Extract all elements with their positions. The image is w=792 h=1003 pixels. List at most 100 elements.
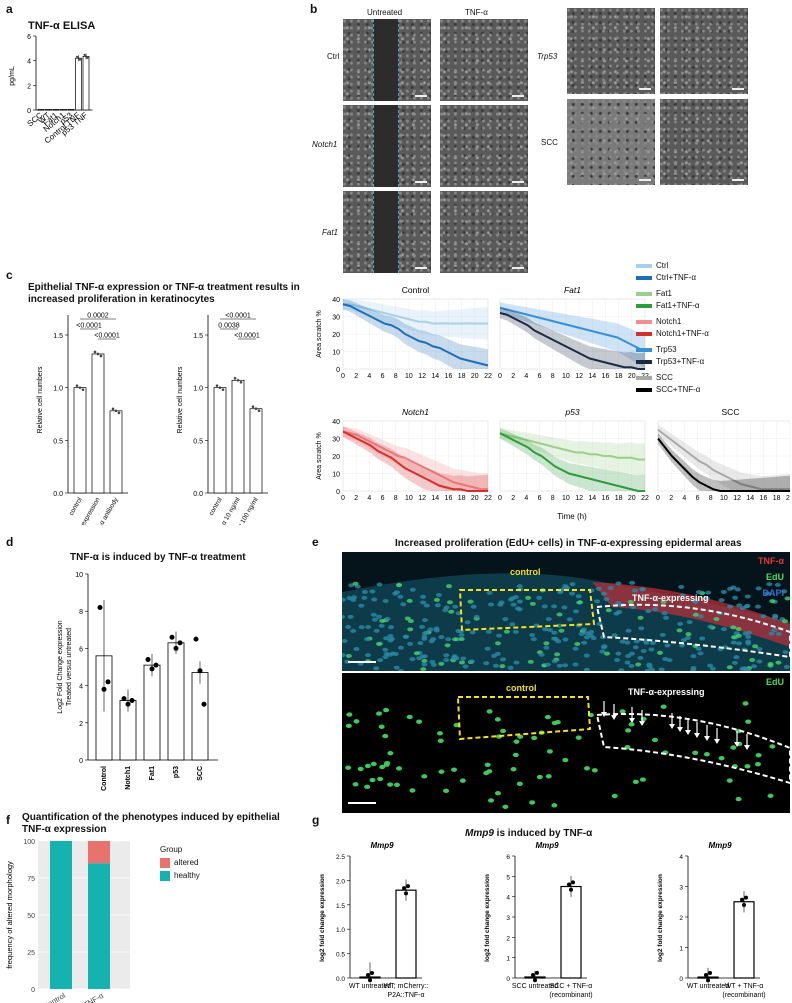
e-nucleus — [443, 657, 450, 662]
scratch-legend: Ctrl Ctrl+TNF-α Fat1 Fat1+TNF-α Notch1 Notch1… — [636, 260, 709, 396]
e-nucleus — [445, 637, 452, 642]
c-bar — [231, 379, 245, 494]
scratch-xtick-label: 2 — [354, 373, 358, 380]
e-edu-cell — [382, 733, 389, 739]
d-point — [97, 604, 103, 610]
e-nucleus — [529, 601, 536, 606]
d-chart: 0 2 4 6 8 10 Log2 Fold Change expression Treate… — [57, 572, 218, 791]
g-point — [567, 882, 571, 887]
c-pvalue: <0.0001 — [76, 323, 102, 330]
e-nucleus — [392, 651, 399, 656]
g-ytick-label: 0.0 — [336, 976, 345, 983]
e-nucleus — [601, 644, 608, 649]
scratch-ytick-label: 30 — [332, 315, 340, 322]
e-nucleus — [421, 634, 428, 639]
e-nucleus — [677, 621, 684, 626]
e-nucleus — [423, 603, 430, 608]
c-point — [215, 384, 219, 387]
scratch-xtick-label: 12 — [418, 373, 426, 380]
e-nucleus — [699, 636, 706, 641]
g-ytick-label: 1.5 — [336, 903, 345, 910]
g-ytick-label: 2 — [679, 915, 683, 922]
c-ylabel: Relative cell numbers — [177, 366, 184, 433]
e-nucleus — [393, 665, 400, 670]
scratch-ytick-label: 10 — [332, 350, 340, 357]
e-nucleus — [768, 631, 775, 636]
scratch-xtick-label: 22 — [484, 495, 492, 502]
f-legend-swatch-healthy — [160, 871, 170, 881]
e-edu-cell — [387, 782, 394, 787]
e-edu-cell — [353, 719, 360, 724]
b-row-notch1: Notch1 — [312, 140, 338, 149]
e-nucleus — [575, 594, 582, 599]
scratch-xtick-label: 2 — [669, 495, 673, 502]
e-edu-cell — [364, 763, 371, 769]
c-point — [78, 386, 82, 389]
scratch-xtick-label: 2 — [354, 495, 358, 502]
scratch-xtick-label: 6 — [696, 495, 700, 502]
d-ytick-label: 6 — [79, 646, 83, 653]
e-edu-cell — [575, 735, 582, 740]
scratch-band — [343, 299, 488, 369]
e-nucleus — [556, 612, 563, 617]
prolif-chart-left: 0.0 0.5 1.0 1.5 Relative cell numbers control… — [37, 313, 128, 525]
e-nucleus — [470, 604, 477, 609]
d-xtick-label: p53 — [173, 766, 180, 778]
c-point — [257, 409, 261, 413]
e-control-outline — [458, 589, 596, 632]
e-nucleus — [543, 645, 550, 650]
scratch-legend-label: Trp53+TNF-α — [656, 357, 705, 366]
e-nucleus — [413, 651, 420, 656]
g-ytick-label: 4 — [506, 895, 510, 902]
e-nucleus — [345, 625, 352, 630]
c-point — [99, 354, 103, 358]
scratch-xtick-label: 0 — [656, 495, 660, 502]
e-nucleus — [603, 597, 610, 602]
scratch-image — [567, 8, 655, 94]
g-xtick-label: SCC + TNF-α — [550, 983, 593, 990]
d-point — [201, 701, 207, 707]
e-arrow-head — [694, 733, 700, 738]
g-ytick-label: 1 — [506, 956, 510, 963]
d-point — [173, 645, 179, 651]
e-nucleus — [421, 662, 428, 667]
a-ylabel: pg/mL — [9, 66, 16, 86]
e-nucleus — [697, 651, 704, 656]
e-nucleus — [644, 668, 651, 671]
scratch-band — [658, 424, 790, 491]
scratch-band — [500, 307, 645, 369]
e-nucleus — [433, 626, 440, 631]
scratch-xtick-label: 4 — [367, 373, 371, 380]
prolif-chart-right: 0.0 0.5 1.0 1.5 Relative cell numbers control… — [177, 313, 268, 525]
scratch-band — [500, 428, 645, 491]
e-nucleus — [720, 627, 727, 632]
f-ytick-label: 100 — [23, 839, 35, 846]
scratch-image — [440, 105, 528, 187]
e-nucleus — [347, 614, 354, 619]
f-xtick-label: Control — [42, 991, 68, 1003]
c-ytick-label: 1.0 — [53, 386, 63, 393]
e-nucleus — [769, 599, 776, 604]
c-ytick-label: 0.5 — [53, 438, 63, 445]
e-nucleus — [377, 658, 384, 663]
e-nucleus — [529, 632, 536, 637]
e-nucleus — [752, 644, 759, 649]
g-point — [404, 891, 408, 896]
e-edu-cell — [488, 798, 495, 803]
c-point — [81, 388, 85, 391]
e-edu-cell — [370, 761, 377, 767]
e-nucleus — [782, 619, 789, 624]
e-edu-cell — [459, 778, 466, 783]
e-nucleus — [619, 639, 626, 644]
e-nucleus — [499, 664, 506, 669]
scale-bar — [415, 267, 427, 269]
e-nucleus — [342, 614, 345, 619]
scratch-line — [657, 428, 790, 491]
e-edu-cell — [383, 707, 390, 713]
e-nucleus — [527, 659, 534, 664]
scratch-image — [440, 191, 528, 273]
scratch-image — [660, 8, 748, 94]
a-ytick-label: 0 — [27, 108, 31, 115]
e-nucleus — [502, 617, 509, 622]
e-edu-cell — [742, 701, 749, 706]
